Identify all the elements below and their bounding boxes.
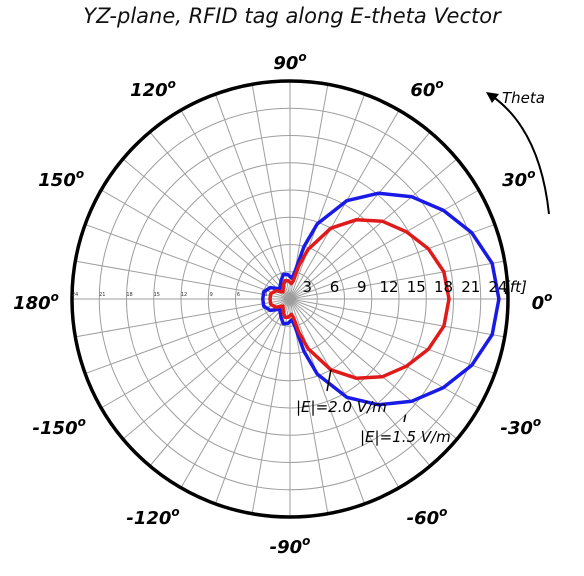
grid-spoke (289, 298, 458, 440)
angle-label: -60o (407, 505, 448, 529)
grid-spoke (289, 223, 496, 300)
chart-title: YZ-plane, RFID tag along E-theta Vector (83, 4, 501, 28)
grid-spoke (251, 84, 291, 300)
grid-spoke (100, 298, 291, 409)
grid-spoke (289, 298, 366, 505)
angle-label: 60o (410, 77, 443, 101)
grid-spoke (214, 93, 291, 300)
angle-label: -150o (33, 415, 86, 439)
radial-tick-label: 18 (434, 278, 453, 296)
series-line-0 (261, 191, 501, 407)
radial-tick-label-small: 15 (154, 292, 160, 298)
radial-tick-label-small: 24 (72, 292, 78, 298)
series-line-1 (268, 217, 451, 381)
angle-label: 30o (502, 167, 535, 191)
radial-tick-label: 6 (330, 278, 340, 296)
annotation-label: |E|=1.5 V/m (360, 428, 451, 446)
grid-spoke (289, 131, 431, 300)
angle-label: -30o (500, 415, 541, 439)
radial-tick-label-small: 21 (99, 292, 105, 298)
angle-label-layer: 0o 30o 60o 90o 120o 150o 180o -150o -120o -90o -60… (13, 50, 552, 558)
angle-label: -120o (126, 505, 179, 529)
grid-spoke (289, 298, 505, 338)
angle-label: -90o (270, 534, 311, 558)
radial-unit-label: [ft] (504, 278, 527, 296)
polar-grid (72, 81, 508, 517)
theta-arrow (491, 95, 550, 215)
grid-spoke (100, 189, 291, 300)
angle-label: 180o (13, 290, 59, 314)
grid-spoke (289, 93, 366, 300)
grid-spoke (289, 189, 480, 300)
radial-tick-label-small: 12 (181, 292, 187, 298)
annotation-leader (326, 369, 332, 392)
radial-tick-label: 15 (407, 278, 426, 296)
grid-spoke (149, 298, 291, 467)
theta-arrowhead (486, 92, 499, 103)
radial-tick-label: 9 (357, 278, 367, 296)
radial-tick-label: 21 (461, 278, 480, 296)
grid-spoke (289, 298, 496, 375)
angle-label: 0o (532, 290, 553, 314)
annotation-label: |E|=2.0 V/m (296, 398, 387, 416)
grid-spoke (289, 298, 480, 409)
grid-spoke (214, 298, 291, 505)
grid-spoke (289, 260, 505, 300)
grid-spoke (75, 260, 291, 300)
angle-label: 150o (38, 167, 84, 191)
radial-tick-label-small: 3 (264, 292, 267, 298)
outer-circle-layer (70, 79, 510, 519)
grid-spoke (149, 131, 291, 300)
radial-tick-label-small: 6 (237, 292, 240, 298)
annotation-layer: Theta |E|=2.0 V/m |E|=1.5 V/m (296, 89, 550, 446)
series-layer (261, 191, 501, 407)
angle-label: 120o (130, 77, 176, 101)
radial-tick-label: 12 (379, 278, 398, 296)
theta-label: Theta (502, 89, 545, 107)
radial-tick-label: 3 (302, 278, 312, 296)
angle-label: 90o (273, 50, 306, 74)
grid-spoke (84, 298, 291, 375)
radial-tick-label-small: 9 (210, 292, 213, 298)
grid-spoke (122, 298, 291, 440)
grid-spoke (180, 298, 291, 489)
grid-spoke (289, 158, 458, 300)
radial-tick-label-small: 18 (126, 292, 132, 298)
grid-spoke (75, 298, 291, 338)
grid-spoke (251, 298, 291, 514)
grid-spoke (289, 298, 431, 467)
annotation-leader (403, 414, 407, 423)
outer-circle (70, 79, 510, 519)
grid-spoke (180, 109, 291, 300)
grid-spoke (84, 223, 291, 300)
radial-tick-label: 24 (488, 278, 507, 296)
grid-spoke (122, 158, 291, 300)
